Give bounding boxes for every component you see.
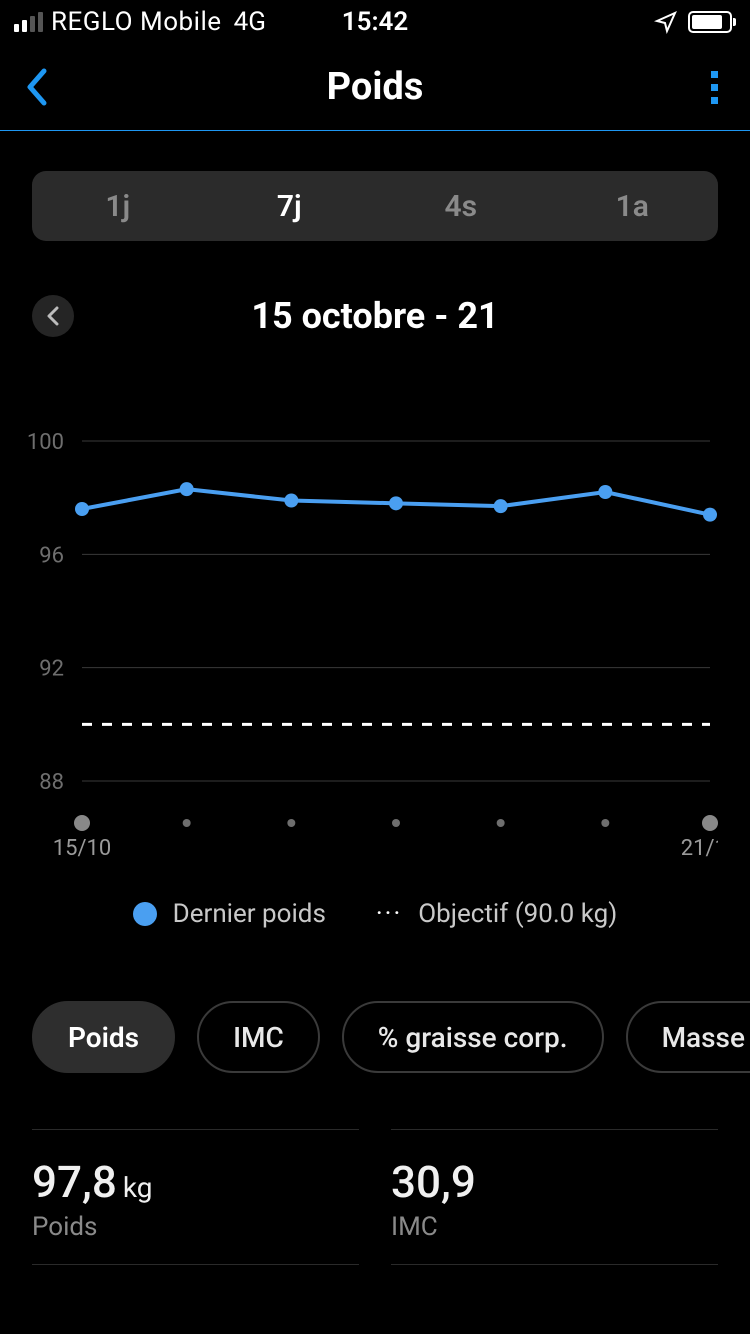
back-button[interactable] (24, 67, 50, 107)
y-axis-label: 88 (39, 770, 64, 795)
more-menu-button[interactable] (703, 63, 726, 112)
stat-label: Poids (32, 1212, 359, 1242)
page-title: Poids (327, 65, 424, 109)
metric-chip-masse-musc[interactable]: Masse musc (626, 1001, 750, 1073)
stat-label: IMC (391, 1212, 718, 1242)
metric-chips-row[interactable]: Poids IMC % graisse corp. Masse musc (0, 1001, 750, 1073)
metric-chip-poids[interactable]: Poids (32, 1001, 175, 1073)
legend-label: Dernier poids (173, 899, 326, 929)
legend-marker-dash-icon: ··· (376, 899, 402, 929)
data-point (494, 499, 508, 513)
stat-value: 97,8kg (32, 1156, 359, 1208)
legend-item: ··· Objectif (90.0 kg) (376, 899, 617, 929)
more-dot-icon (711, 84, 718, 91)
stat-unit: kg (123, 1171, 153, 1204)
status-left: REGLO Mobile 4G (14, 7, 266, 37)
data-point (75, 502, 89, 516)
date-range-row: 15 octobre - 21 (0, 291, 750, 341)
signal-strength-icon (14, 12, 43, 32)
metric-chip-imc[interactable]: IMC (197, 1001, 320, 1073)
data-point (598, 485, 612, 499)
carrier-label: REGLO Mobile (51, 7, 222, 37)
network-type-label: 4G (234, 7, 266, 37)
x-axis-marker (601, 819, 609, 827)
stat-card: 97,8kg Poids (32, 1129, 359, 1265)
more-dot-icon (711, 71, 718, 78)
period-tab-1a[interactable]: 1a (547, 171, 719, 241)
period-tab-1j[interactable]: 1j (32, 171, 204, 241)
y-axis-label: 92 (39, 657, 64, 682)
date-range-label: 15 octobre - 21 (251, 295, 498, 337)
x-axis-marker (392, 819, 400, 827)
x-axis-marker (74, 815, 90, 831)
more-dot-icon (711, 97, 718, 104)
chevron-left-icon (24, 67, 50, 107)
date-previous-button[interactable] (32, 295, 74, 337)
x-axis-label: 21/10 (681, 836, 718, 861)
metric-chip--graisse-corp-[interactable]: % graisse corp. (342, 1001, 604, 1073)
app-header: Poids (0, 44, 750, 130)
location-icon (654, 10, 678, 34)
status-bar: REGLO Mobile 4G 15:42 (0, 0, 750, 44)
data-point (703, 508, 717, 522)
chevron-left-icon (46, 306, 60, 326)
period-tab-4s[interactable]: 4s (375, 171, 547, 241)
weight-chart: 100 96 92 88 15/10 21/10 (0, 431, 750, 871)
period-tab-7j[interactable]: 7j (204, 171, 376, 241)
data-point (284, 494, 298, 508)
stat-value: 30,9 (391, 1156, 718, 1208)
legend-label: Objectif (90.0 kg) (418, 899, 617, 929)
data-point (389, 496, 403, 510)
x-axis-marker (287, 819, 295, 827)
x-axis-label: 15/10 (53, 836, 112, 861)
clock-label: 15:42 (342, 7, 409, 37)
legend-item: Dernier poids (133, 899, 326, 929)
stat-card: 30,9 IMC (391, 1129, 718, 1265)
period-segmented-control[interactable]: 1j7j4s1a (32, 171, 718, 241)
status-right (654, 10, 732, 34)
legend-marker-dot-icon (133, 902, 157, 926)
y-axis-label: 96 (39, 543, 64, 568)
x-axis-marker (702, 815, 718, 831)
y-axis-label: 100 (27, 431, 64, 455)
battery-icon (688, 11, 732, 33)
data-point (180, 482, 194, 496)
x-axis-marker (497, 819, 505, 827)
chart-legend: Dernier poids ··· Objectif (90.0 kg) (0, 899, 750, 929)
x-axis-marker (183, 819, 191, 827)
chart-svg: 100 96 92 88 15/10 21/10 (22, 431, 718, 871)
stats-row: 97,8kg Poids 30,9 IMC (0, 1129, 750, 1265)
